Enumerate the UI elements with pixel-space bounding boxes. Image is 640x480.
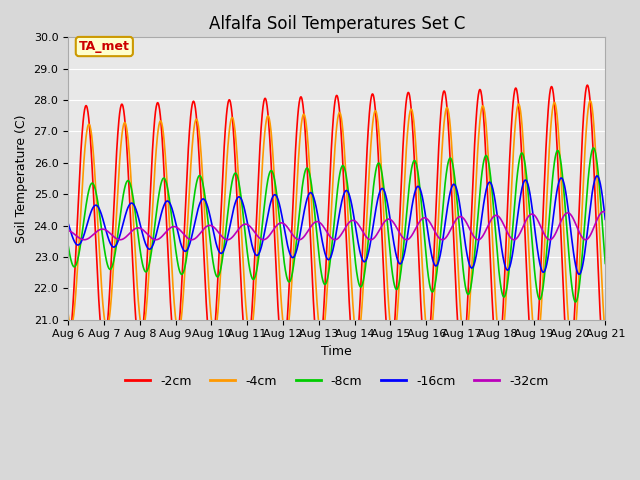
Line: -4cm: -4cm — [68, 101, 605, 349]
-16cm — [490, 192, 498, 197]
-4cm — [602, 333, 609, 338]
-16cm — [64, 220, 72, 226]
-4cm — [171, 304, 179, 310]
Text: TA_met: TA_met — [79, 40, 130, 53]
-8cm — [589, 145, 597, 151]
-16cm — [171, 215, 179, 221]
-8cm — [538, 293, 545, 299]
-4cm — [244, 322, 252, 328]
-16cm — [244, 222, 252, 228]
-8cm — [420, 228, 428, 234]
-2cm — [584, 82, 591, 88]
-32cm — [244, 222, 252, 228]
Line: -16cm: -16cm — [68, 176, 605, 274]
-16cm — [184, 246, 191, 252]
-16cm — [420, 203, 428, 208]
-4cm — [420, 294, 428, 300]
-8cm — [572, 299, 579, 305]
Y-axis label: Soil Temperature (C): Soil Temperature (C) — [15, 114, 28, 243]
-8cm — [184, 248, 191, 253]
Legend: -2cm, -4cm, -8cm, -16cm, -32cm: -2cm, -4cm, -8cm, -16cm, -32cm — [120, 370, 554, 393]
-2cm — [602, 364, 609, 370]
Line: -32cm: -32cm — [68, 212, 605, 240]
-2cm — [64, 342, 72, 348]
-4cm — [64, 311, 72, 316]
-8cm — [64, 242, 72, 248]
-2cm — [244, 349, 252, 355]
-16cm — [538, 267, 545, 273]
-16cm — [602, 216, 609, 222]
-8cm — [171, 238, 179, 244]
-4cm — [586, 98, 594, 104]
-4cm — [568, 347, 576, 352]
-32cm — [490, 213, 498, 219]
-32cm — [171, 224, 179, 229]
Line: -2cm: -2cm — [68, 85, 605, 367]
-8cm — [490, 211, 498, 217]
Title: Alfalfa Soil Temperatures Set C: Alfalfa Soil Temperatures Set C — [209, 15, 465, 33]
-2cm — [420, 345, 428, 351]
-32cm — [538, 226, 546, 232]
-32cm — [602, 209, 609, 215]
-8cm — [244, 252, 252, 258]
-8cm — [602, 261, 609, 266]
-16cm — [575, 271, 583, 277]
-16cm — [593, 173, 601, 179]
-2cm — [184, 159, 191, 165]
-2cm — [490, 330, 498, 336]
-32cm — [600, 209, 607, 215]
-4cm — [184, 219, 191, 225]
-4cm — [490, 270, 498, 276]
-4cm — [538, 302, 545, 308]
-32cm — [188, 237, 196, 242]
-32cm — [420, 215, 428, 221]
-2cm — [538, 251, 545, 257]
-32cm — [184, 235, 191, 241]
-2cm — [171, 344, 179, 350]
X-axis label: Time: Time — [321, 345, 352, 358]
-32cm — [64, 228, 72, 233]
Line: -8cm: -8cm — [68, 148, 605, 302]
